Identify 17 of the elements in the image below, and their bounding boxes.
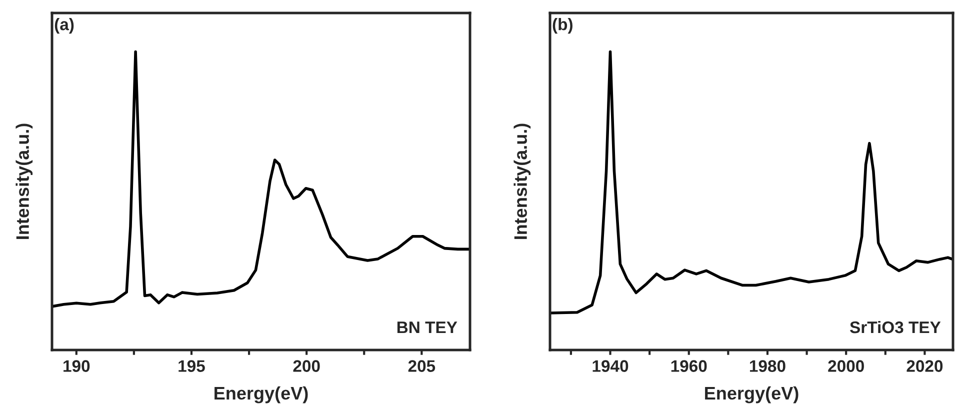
x-tick-label: 2020 (906, 360, 943, 372)
y-axis-title: Intensity(a.u.) (514, 124, 531, 239)
x-tick-label: 1940 (592, 360, 628, 372)
x-axis-title: Energy(eV) (705, 386, 798, 404)
x-tick-label: 190 (64, 360, 90, 372)
annotation: BN TEY (397, 322, 458, 334)
text: (a) (54, 18, 74, 34)
x-tick-label: 200 (293, 360, 320, 372)
text: (b) (552, 18, 572, 34)
x-tick-label: 1980 (750, 360, 786, 372)
y-axis-title: Intensity(a.u.) (16, 124, 33, 239)
x-tick-label: 1960 (671, 360, 707, 372)
annotation: SrTiO3 TEY (850, 320, 941, 334)
x-tick-label: 195 (178, 360, 205, 372)
x-tick-label: 2000 (828, 360, 864, 372)
x-axis-title: Energy(eV) (214, 386, 308, 404)
x-tick-label: 205 (408, 360, 436, 372)
